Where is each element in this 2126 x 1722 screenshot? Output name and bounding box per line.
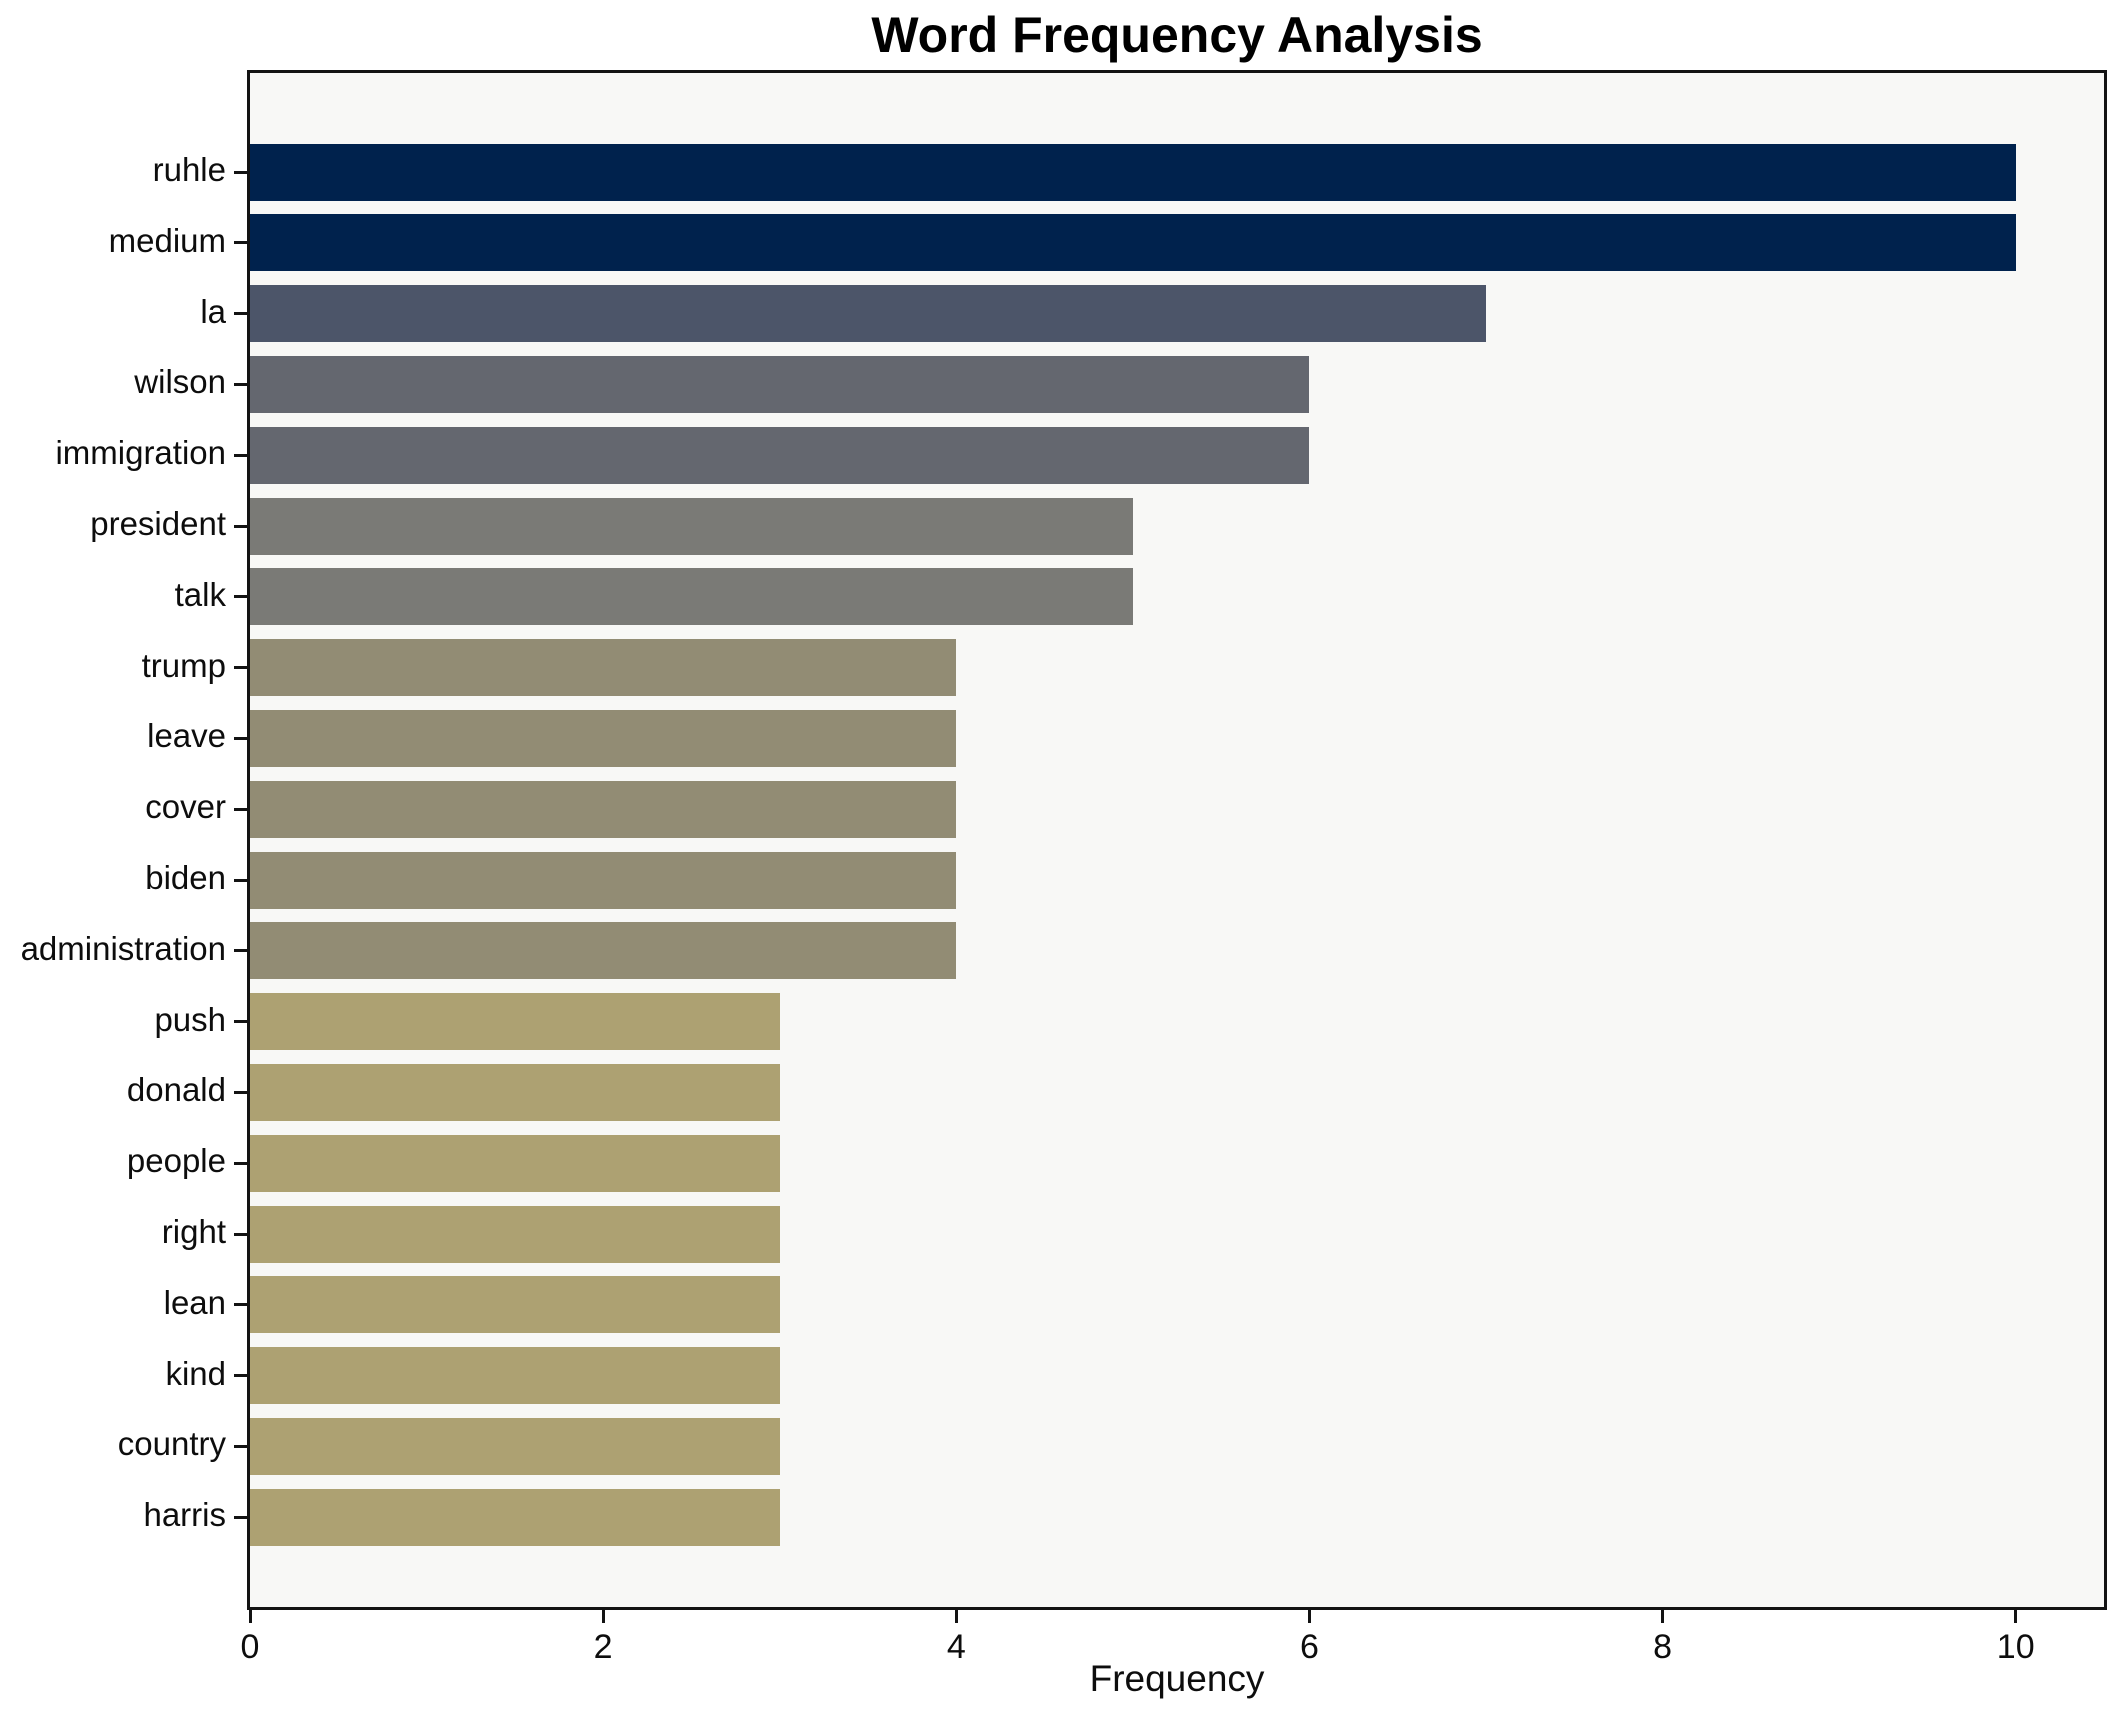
y-tick-label-la: la	[200, 292, 226, 330]
bar-lean	[250, 1276, 780, 1334]
y-tick-immigration	[234, 453, 247, 457]
y-tick-push	[234, 1020, 247, 1024]
y-tick-donald	[234, 1090, 247, 1094]
y-tick-label-kind: kind	[165, 1354, 226, 1392]
bar-administration	[250, 922, 957, 980]
x-tick-6	[1307, 1610, 1311, 1623]
x-tick-0	[248, 1610, 252, 1623]
y-tick-label-ruhle: ruhle	[152, 151, 226, 188]
x-tick-label-4: 4	[946, 1628, 966, 1666]
y-tick-talk	[234, 595, 247, 599]
bar-trump	[250, 639, 957, 697]
y-tick-people	[234, 1161, 247, 1165]
x-tick-4	[954, 1610, 958, 1623]
bar-right	[250, 1205, 780, 1263]
y-tick-medium	[234, 241, 247, 245]
y-tick-label-people: people	[126, 1142, 226, 1180]
bar-donald	[250, 1063, 780, 1121]
y-tick-country	[234, 1444, 247, 1448]
bar-ruhle	[250, 143, 2016, 201]
y-tick-label-donald: donald	[126, 1071, 226, 1109]
y-tick-label-biden: biden	[145, 859, 226, 896]
y-tick-right	[234, 1232, 247, 1236]
x-tick-label-6: 6	[1299, 1628, 1319, 1666]
y-tick-trump	[234, 666, 247, 670]
y-tick-label-country: country	[117, 1425, 226, 1463]
y-tick-label-lean: lean	[163, 1283, 226, 1321]
x-tick-10	[2014, 1610, 2018, 1623]
y-tick-label-administration: administration	[20, 929, 226, 967]
y-tick-label-immigration: immigration	[55, 434, 226, 472]
y-tick-label-cover: cover	[145, 788, 226, 826]
y-tick-la	[234, 312, 247, 316]
bar-immigration	[250, 426, 1310, 484]
bar-kind	[250, 1347, 780, 1405]
bar-cover	[250, 780, 957, 838]
bar-leave	[250, 709, 957, 767]
y-tick-label-wilson: wilson	[134, 363, 226, 401]
bar-medium	[250, 214, 2016, 272]
bar-wilson	[250, 355, 1310, 413]
x-tick-label-8: 8	[1653, 1628, 1673, 1666]
bar-harris	[250, 1488, 780, 1546]
y-tick-label-talk: talk	[174, 575, 226, 613]
bar-biden	[250, 851, 957, 909]
y-tick-president	[234, 524, 247, 528]
y-tick-label-leave: leave	[147, 717, 226, 755]
bar-push	[250, 993, 780, 1051]
y-tick-cover	[234, 807, 247, 811]
x-axis-label: Frequency	[1089, 1658, 1265, 1699]
y-tick-label-president: president	[90, 505, 226, 542]
plot-area	[247, 70, 2107, 1610]
y-tick-label-harris: harris	[143, 1496, 226, 1534]
bar-country	[250, 1417, 780, 1475]
x-tick-label-0: 0	[240, 1628, 260, 1666]
bar-president	[250, 497, 1133, 555]
y-tick-label-right: right	[161, 1213, 226, 1250]
bar-talk	[250, 568, 1133, 626]
y-tick-wilson	[234, 382, 247, 386]
x-tick-label-10: 10	[1996, 1628, 2035, 1666]
y-tick-ruhle	[234, 170, 247, 174]
chart-title: Word Frequency Analysis	[871, 7, 1483, 63]
y-tick-administration	[234, 949, 247, 953]
x-tick-label-2: 2	[593, 1628, 613, 1666]
y-tick-biden	[234, 878, 247, 882]
y-tick-leave	[234, 736, 247, 740]
y-tick-label-push: push	[154, 1000, 226, 1038]
bar-la	[250, 285, 1486, 343]
y-tick-label-medium: medium	[108, 221, 226, 259]
x-tick-8	[1661, 1610, 1665, 1623]
bar-people	[250, 1134, 780, 1192]
y-tick-kind	[234, 1374, 247, 1378]
y-tick-lean	[234, 1303, 247, 1307]
y-tick-harris	[234, 1515, 247, 1519]
y-tick-label-trump: trump	[141, 646, 226, 684]
x-tick-2	[601, 1610, 605, 1623]
